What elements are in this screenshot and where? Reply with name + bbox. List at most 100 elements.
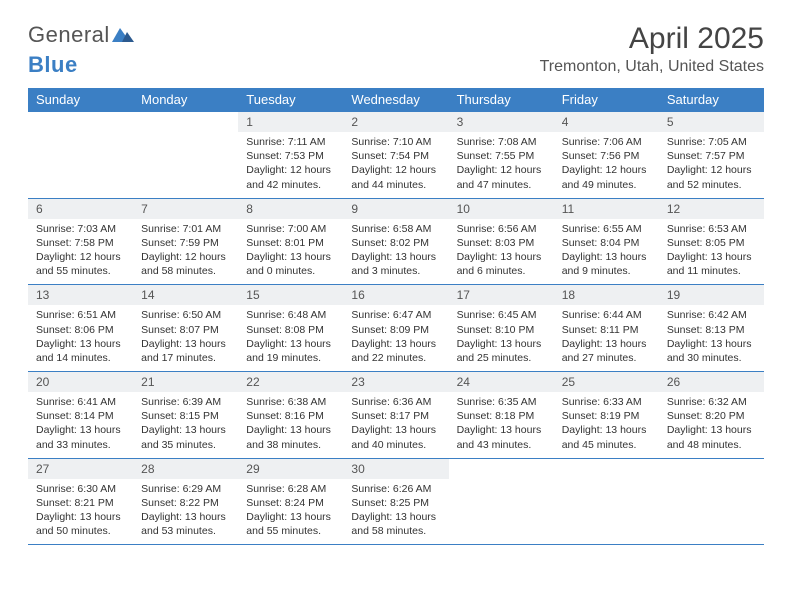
daylight-text: Daylight: 12 hours and 44 minutes. [351,163,440,191]
calendar-day-cell: 7Sunrise: 7:01 AMSunset: 7:59 PMDaylight… [133,198,238,285]
sunrise-text: Sunrise: 6:44 AM [562,308,651,322]
daylight-text: Daylight: 13 hours and 50 minutes. [36,510,125,538]
day-details: Sunrise: 6:30 AMSunset: 8:21 PMDaylight:… [28,479,133,545]
calendar-day-cell: 25Sunrise: 6:33 AMSunset: 8:19 PMDayligh… [554,372,659,459]
day-number: 17 [449,285,554,305]
day-details: Sunrise: 6:42 AMSunset: 8:13 PMDaylight:… [659,305,764,371]
sunrise-text: Sunrise: 7:06 AM [562,135,651,149]
sunrise-text: Sunrise: 7:11 AM [246,135,335,149]
sunrise-text: Sunrise: 6:51 AM [36,308,125,322]
brand-text: GeneralBlue [28,22,134,78]
calendar-day-cell: 1Sunrise: 7:11 AMSunset: 7:53 PMDaylight… [238,112,343,199]
calendar-day-cell: 3Sunrise: 7:08 AMSunset: 7:55 PMDaylight… [449,112,554,199]
calendar-day-cell: 10Sunrise: 6:56 AMSunset: 8:03 PMDayligh… [449,198,554,285]
sunset-text: Sunset: 8:15 PM [141,409,230,423]
month-title: April 2025 [540,22,764,56]
calendar-day-cell: 6Sunrise: 7:03 AMSunset: 7:58 PMDaylight… [28,198,133,285]
day-number: 2 [343,112,448,132]
daylight-text: Daylight: 13 hours and 55 minutes. [246,510,335,538]
sunset-text: Sunset: 8:09 PM [351,323,440,337]
daylight-text: Daylight: 13 hours and 22 minutes. [351,337,440,365]
calendar-day-cell [659,458,764,545]
day-number: 12 [659,199,764,219]
day-details: Sunrise: 6:53 AMSunset: 8:05 PMDaylight:… [659,219,764,285]
sunrise-text: Sunrise: 6:33 AM [562,395,651,409]
sunset-text: Sunset: 7:59 PM [141,236,230,250]
sunrise-text: Sunrise: 6:39 AM [141,395,230,409]
calendar-day-cell: 29Sunrise: 6:28 AMSunset: 8:24 PMDayligh… [238,458,343,545]
day-details: Sunrise: 6:45 AMSunset: 8:10 PMDaylight:… [449,305,554,371]
sunset-text: Sunset: 8:14 PM [36,409,125,423]
calendar-week-row: 20Sunrise: 6:41 AMSunset: 8:14 PMDayligh… [28,372,764,459]
daylight-text: Daylight: 12 hours and 47 minutes. [457,163,546,191]
sunrise-text: Sunrise: 7:05 AM [667,135,756,149]
sunset-text: Sunset: 8:05 PM [667,236,756,250]
sunset-text: Sunset: 8:18 PM [457,409,546,423]
daylight-text: Daylight: 12 hours and 42 minutes. [246,163,335,191]
day-details: Sunrise: 6:32 AMSunset: 8:20 PMDaylight:… [659,392,764,458]
daylight-text: Daylight: 12 hours and 58 minutes. [141,250,230,278]
day-details: Sunrise: 6:44 AMSunset: 8:11 PMDaylight:… [554,305,659,371]
day-details: Sunrise: 6:35 AMSunset: 8:18 PMDaylight:… [449,392,554,458]
day-number: 24 [449,372,554,392]
sunrise-text: Sunrise: 7:00 AM [246,222,335,236]
sunset-text: Sunset: 7:58 PM [36,236,125,250]
daylight-text: Daylight: 13 hours and 25 minutes. [457,337,546,365]
day-header: Saturday [659,88,764,112]
sunset-text: Sunset: 8:17 PM [351,409,440,423]
sunset-text: Sunset: 7:54 PM [351,149,440,163]
sunset-text: Sunset: 8:06 PM [36,323,125,337]
day-header: Tuesday [238,88,343,112]
calendar-day-cell: 15Sunrise: 6:48 AMSunset: 8:08 PMDayligh… [238,285,343,372]
day-details: Sunrise: 7:03 AMSunset: 7:58 PMDaylight:… [28,219,133,285]
sunset-text: Sunset: 8:03 PM [457,236,546,250]
day-number: 20 [28,372,133,392]
sunset-text: Sunset: 8:24 PM [246,496,335,510]
sunrise-text: Sunrise: 6:32 AM [667,395,756,409]
sunrise-text: Sunrise: 6:41 AM [36,395,125,409]
day-number: 21 [133,372,238,392]
day-number: 7 [133,199,238,219]
location-text: Tremonton, Utah, United States [540,58,764,76]
sunrise-text: Sunrise: 7:10 AM [351,135,440,149]
calendar-week-row: 13Sunrise: 6:51 AMSunset: 8:06 PMDayligh… [28,285,764,372]
calendar-body: 1Sunrise: 7:11 AMSunset: 7:53 PMDaylight… [28,112,764,545]
daylight-text: Daylight: 13 hours and 17 minutes. [141,337,230,365]
sunset-text: Sunset: 8:20 PM [667,409,756,423]
sunrise-text: Sunrise: 6:36 AM [351,395,440,409]
calendar-day-cell: 28Sunrise: 6:29 AMSunset: 8:22 PMDayligh… [133,458,238,545]
calendar-day-cell: 11Sunrise: 6:55 AMSunset: 8:04 PMDayligh… [554,198,659,285]
calendar-day-cell [28,112,133,199]
calendar-week-row: 1Sunrise: 7:11 AMSunset: 7:53 PMDaylight… [28,112,764,199]
calendar-day-cell: 21Sunrise: 6:39 AMSunset: 8:15 PMDayligh… [133,372,238,459]
daylight-text: Daylight: 13 hours and 58 minutes. [351,510,440,538]
day-details: Sunrise: 6:41 AMSunset: 8:14 PMDaylight:… [28,392,133,458]
day-details: Sunrise: 6:38 AMSunset: 8:16 PMDaylight:… [238,392,343,458]
sunset-text: Sunset: 8:01 PM [246,236,335,250]
calendar-day-cell [554,458,659,545]
calendar-day-cell: 16Sunrise: 6:47 AMSunset: 8:09 PMDayligh… [343,285,448,372]
sunset-text: Sunset: 8:02 PM [351,236,440,250]
daylight-text: Daylight: 13 hours and 30 minutes. [667,337,756,365]
calendar-day-cell: 13Sunrise: 6:51 AMSunset: 8:06 PMDayligh… [28,285,133,372]
calendar-day-cell: 19Sunrise: 6:42 AMSunset: 8:13 PMDayligh… [659,285,764,372]
sunrise-text: Sunrise: 7:03 AM [36,222,125,236]
daylight-text: Daylight: 13 hours and 27 minutes. [562,337,651,365]
sunrise-text: Sunrise: 6:38 AM [246,395,335,409]
daylight-text: Daylight: 13 hours and 11 minutes. [667,250,756,278]
sunset-text: Sunset: 8:16 PM [246,409,335,423]
daylight-text: Daylight: 12 hours and 55 minutes. [36,250,125,278]
sunset-text: Sunset: 8:10 PM [457,323,546,337]
day-details: Sunrise: 6:36 AMSunset: 8:17 PMDaylight:… [343,392,448,458]
sunset-text: Sunset: 7:56 PM [562,149,651,163]
sunset-text: Sunset: 8:22 PM [141,496,230,510]
day-details: Sunrise: 6:48 AMSunset: 8:08 PMDaylight:… [238,305,343,371]
sunrise-text: Sunrise: 6:42 AM [667,308,756,322]
sunrise-text: Sunrise: 6:58 AM [351,222,440,236]
calendar-table: SundayMondayTuesdayWednesdayThursdayFrid… [28,88,764,545]
day-number: 3 [449,112,554,132]
day-details: Sunrise: 7:01 AMSunset: 7:59 PMDaylight:… [133,219,238,285]
day-details: Sunrise: 6:55 AMSunset: 8:04 PMDaylight:… [554,219,659,285]
sunrise-text: Sunrise: 6:30 AM [36,482,125,496]
sunrise-text: Sunrise: 6:50 AM [141,308,230,322]
